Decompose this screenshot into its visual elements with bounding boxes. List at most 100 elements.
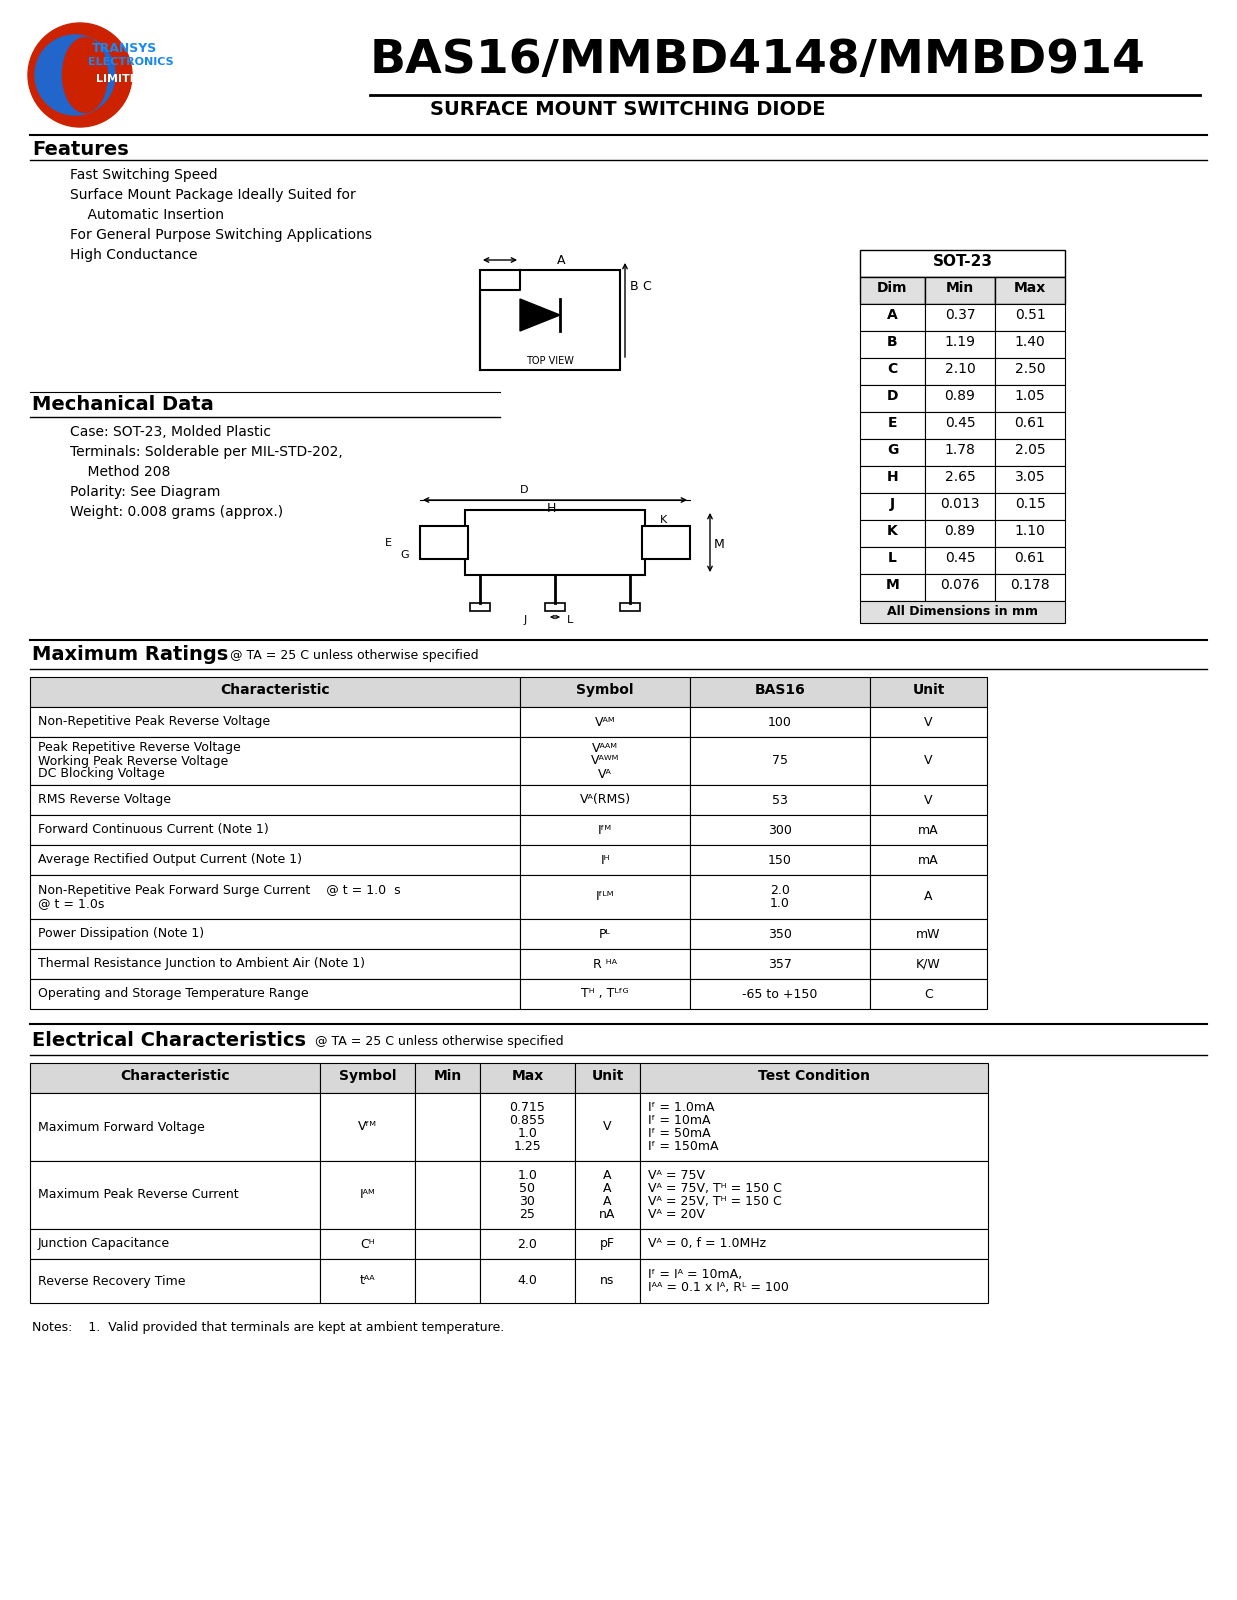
Text: V: V — [924, 755, 933, 768]
Text: Automatic Insertion: Automatic Insertion — [71, 208, 224, 222]
Bar — [995, 547, 1065, 574]
Bar — [480, 1062, 575, 1093]
Bar — [925, 386, 995, 411]
Text: Vᴬᴹ: Vᴬᴹ — [595, 715, 615, 728]
Bar — [860, 602, 1065, 622]
Bar — [520, 918, 690, 949]
Text: 0.89: 0.89 — [945, 525, 976, 538]
Text: V: V — [924, 715, 933, 728]
Bar — [925, 520, 995, 547]
Bar — [870, 814, 987, 845]
Bar — [575, 1162, 640, 1229]
Bar — [870, 845, 987, 875]
Text: Average Rectified Output Current (Note 1): Average Rectified Output Current (Note 1… — [38, 853, 302, 867]
Text: 0.45: 0.45 — [945, 416, 975, 430]
Bar — [30, 949, 520, 979]
Bar — [860, 277, 925, 304]
Bar — [30, 1162, 320, 1229]
Bar — [640, 1229, 988, 1259]
Text: Vᴬ: Vᴬ — [597, 768, 612, 781]
Text: Symbol: Symbol — [339, 1069, 396, 1083]
Text: 50: 50 — [520, 1182, 536, 1195]
Text: 75: 75 — [772, 755, 788, 768]
Bar — [690, 979, 870, 1010]
Text: Iᴬᴬ = 0.1 x Iᴬ, Rᴸ = 100: Iᴬᴬ = 0.1 x Iᴬ, Rᴸ = 100 — [648, 1282, 789, 1294]
Bar — [30, 1062, 320, 1093]
Text: L: L — [888, 550, 897, 565]
Bar — [30, 786, 520, 814]
Text: 150: 150 — [768, 853, 792, 867]
Text: Min: Min — [946, 282, 974, 294]
Text: 1.25: 1.25 — [513, 1139, 542, 1154]
Bar — [575, 1259, 640, 1302]
Bar — [690, 949, 870, 979]
Text: H: H — [887, 470, 898, 483]
Text: Junction Capacitance: Junction Capacitance — [38, 1237, 171, 1251]
Text: 0.61: 0.61 — [1014, 550, 1045, 565]
Text: K: K — [887, 525, 898, 538]
Text: ns: ns — [600, 1275, 615, 1288]
Bar — [995, 466, 1065, 493]
Text: E: E — [385, 539, 392, 549]
Bar — [860, 331, 925, 358]
Text: BAS16/MMBD4148/MMBD914: BAS16/MMBD4148/MMBD914 — [370, 38, 1145, 83]
Text: Vᴬᵂᴹ: Vᴬᵂᴹ — [591, 755, 620, 768]
Bar — [995, 574, 1065, 602]
Bar — [520, 786, 690, 814]
Bar — [925, 358, 995, 386]
Text: 1.40: 1.40 — [1014, 334, 1045, 349]
Bar — [925, 411, 995, 438]
Bar — [690, 845, 870, 875]
Text: A: A — [557, 254, 565, 267]
Text: LIMITED: LIMITED — [96, 74, 147, 83]
Bar — [30, 707, 520, 738]
Text: Tᴴ , Tᴸᶠᴳ: Tᴴ , Tᴸᶠᴳ — [581, 987, 628, 1000]
Bar — [870, 786, 987, 814]
Text: Vᴬ(RMS): Vᴬ(RMS) — [579, 794, 631, 806]
Text: -65 to +150: -65 to +150 — [742, 987, 818, 1000]
Text: K/W: K/W — [917, 957, 941, 971]
Bar — [414, 1229, 480, 1259]
Text: TOP VIEW: TOP VIEW — [526, 357, 574, 366]
Text: Thermal Resistance Junction to Ambient Air (Note 1): Thermal Resistance Junction to Ambient A… — [38, 957, 365, 971]
Text: Unit: Unit — [591, 1069, 623, 1083]
Bar — [520, 875, 690, 918]
Text: Peak Repetitive Reverse Voltage: Peak Repetitive Reverse Voltage — [38, 741, 241, 755]
Bar — [30, 1259, 320, 1302]
Text: 25: 25 — [520, 1208, 536, 1221]
Text: SOT-23: SOT-23 — [933, 254, 992, 269]
Text: Pᴸ: Pᴸ — [599, 928, 611, 941]
Bar — [870, 738, 987, 786]
Bar — [414, 1062, 480, 1093]
Text: 0.15: 0.15 — [1014, 498, 1045, 510]
Bar — [320, 1259, 414, 1302]
Bar — [995, 411, 1065, 438]
Text: Unit: Unit — [913, 683, 945, 698]
Bar — [925, 438, 995, 466]
Polygon shape — [520, 299, 560, 331]
Bar — [520, 677, 690, 707]
Bar — [860, 493, 925, 520]
Text: 2.65: 2.65 — [945, 470, 976, 483]
Bar — [640, 1259, 988, 1302]
Text: Iᴴ: Iᴴ — [600, 853, 610, 867]
Text: 1.0: 1.0 — [517, 1170, 537, 1182]
Text: 0.013: 0.013 — [940, 498, 980, 510]
Text: V: V — [924, 794, 933, 806]
Text: H: H — [547, 502, 555, 515]
Text: 0.178: 0.178 — [1011, 578, 1050, 592]
Text: @ TA = 25 C unless otherwise specified: @ TA = 25 C unless otherwise specified — [230, 650, 479, 662]
Text: L: L — [567, 614, 573, 626]
Bar — [546, 603, 565, 611]
Bar — [414, 1259, 480, 1302]
Bar — [640, 1093, 988, 1162]
Text: Test Condition: Test Condition — [758, 1069, 870, 1083]
Text: mA: mA — [918, 824, 939, 837]
Text: Max: Max — [1014, 282, 1047, 294]
Text: Method 208: Method 208 — [71, 466, 171, 478]
Text: Iᶠ = 50mA: Iᶠ = 50mA — [648, 1126, 710, 1139]
Text: 0.61: 0.61 — [1014, 416, 1045, 430]
Text: B: B — [887, 334, 898, 349]
Bar — [995, 493, 1065, 520]
Text: Vᴬ = 75V, Tᴴ = 150 C: Vᴬ = 75V, Tᴴ = 150 C — [648, 1182, 782, 1195]
